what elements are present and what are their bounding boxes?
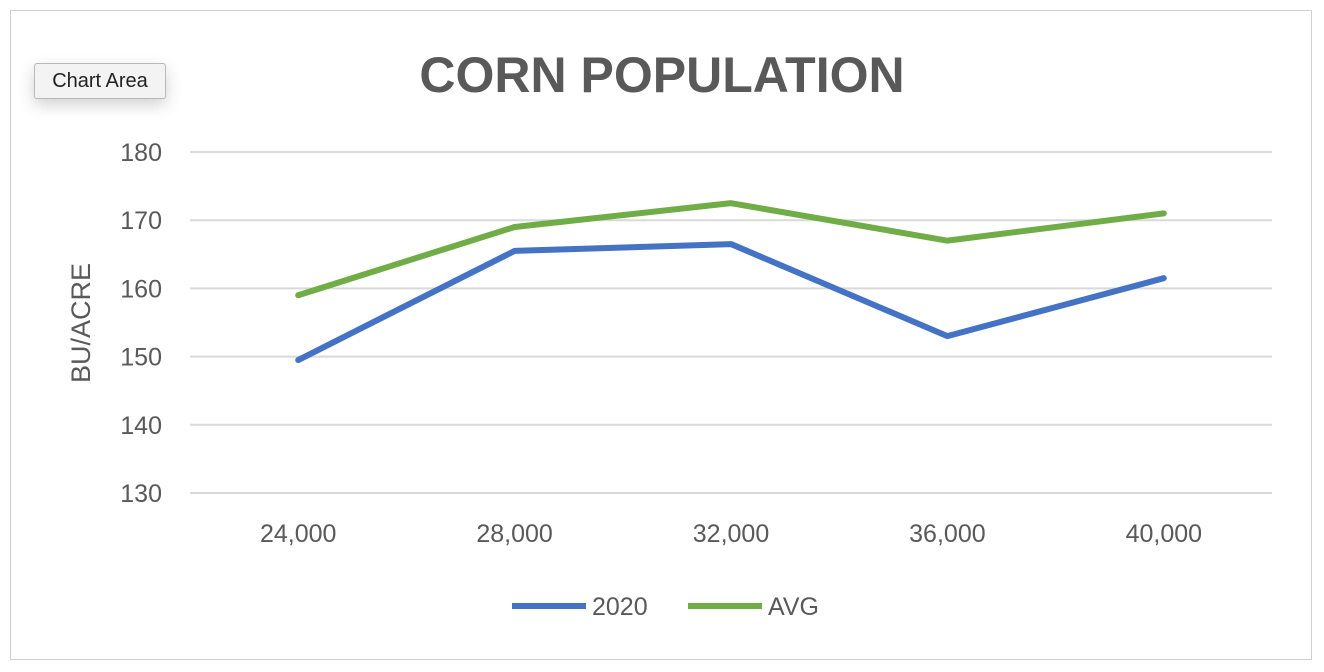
series-line-avg[interactable]: [295, 200, 1167, 299]
series-line-2020[interactable]: [295, 241, 1167, 364]
x-tick-label: 32,000: [693, 520, 769, 548]
y-tick-label: 150: [120, 344, 162, 372]
y-axis-ticks: 130 140 150 160 170 180: [120, 139, 162, 508]
legend-label-2020[interactable]: 2020: [592, 593, 648, 621]
gridlines: [190, 151, 1272, 494]
legend-label-avg[interactable]: AVG: [768, 593, 819, 621]
y-tick-label: 170: [120, 207, 162, 235]
y-tick-label: 140: [120, 412, 162, 440]
x-tick-label: 36,000: [909, 520, 985, 548]
x-tick-label: 40,000: [1126, 520, 1202, 548]
chart-area-tooltip: Chart Area: [34, 63, 166, 99]
y-axis-title[interactable]: BU/ACRE: [66, 263, 96, 383]
chart-area[interactable]: [10, 10, 1312, 660]
y-tick-label: 130: [120, 480, 162, 508]
x-tick-label: 24,000: [260, 520, 336, 548]
series-lines: [295, 200, 1167, 364]
legend[interactable]: 2020 AVG: [512, 593, 819, 621]
y-tick-label: 180: [120, 139, 162, 167]
x-tick-label: 28,000: [476, 520, 552, 548]
chart-title[interactable]: CORN POPULATION: [419, 47, 904, 103]
x-axis-ticks: 24,000 28,000 32,000 36,000 40,000: [260, 520, 1202, 548]
y-tick-label: 160: [120, 275, 162, 303]
